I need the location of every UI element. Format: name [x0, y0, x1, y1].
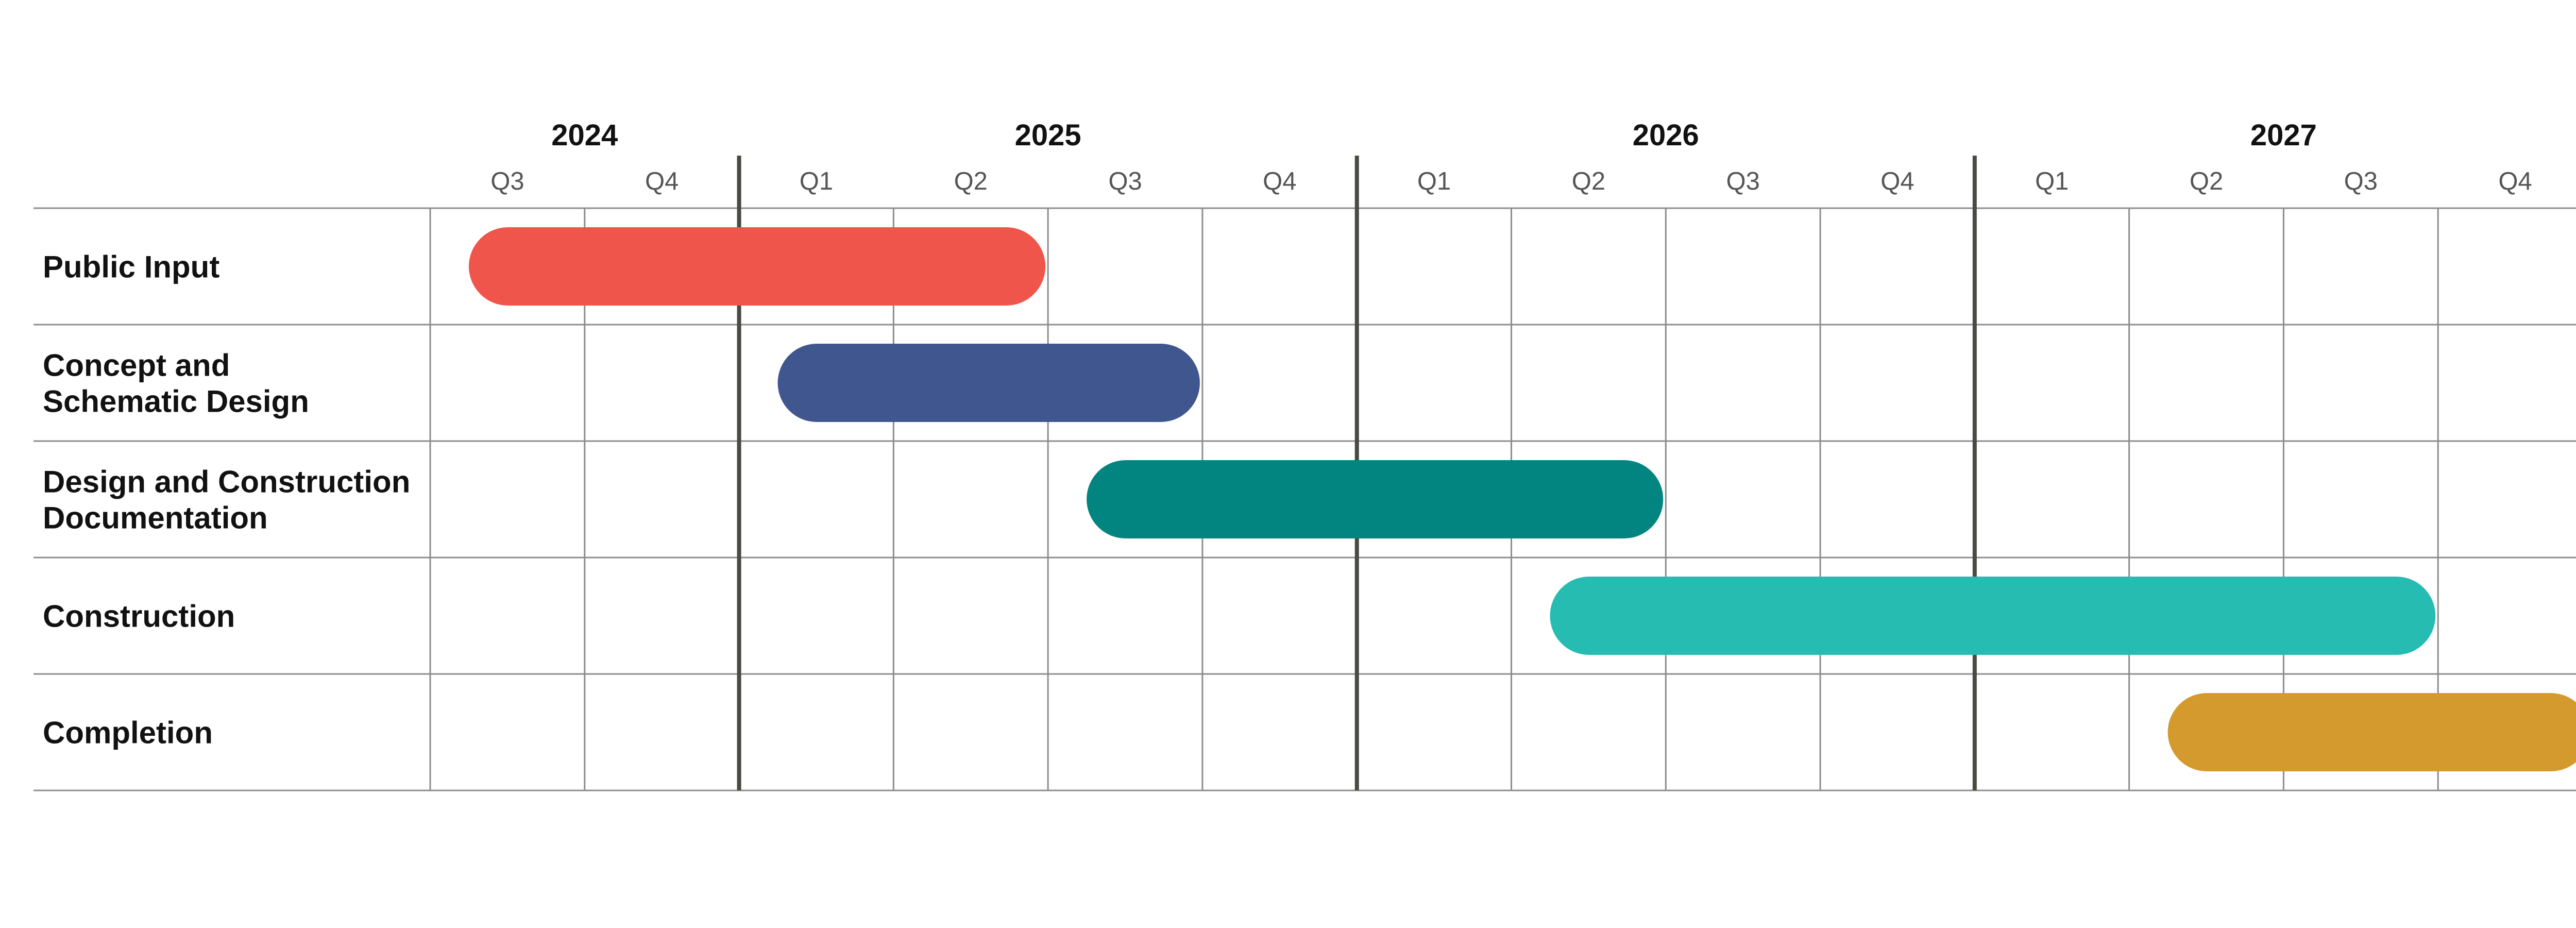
- year-label: 2026: [1633, 119, 1699, 152]
- task-bars: [468, 227, 2576, 771]
- task-bar: [1087, 460, 1664, 538]
- year-label: 2024: [551, 119, 618, 152]
- task-bar: [2167, 693, 2576, 771]
- task-bar: [468, 227, 1046, 306]
- quarter-label: Q1: [800, 167, 833, 195]
- task-label: Design and Construction Documentation: [43, 465, 410, 535]
- quarter-label: Q4: [1880, 167, 1914, 195]
- quarter-label: Q3: [2344, 167, 2378, 195]
- quarter-label: Q2: [954, 167, 988, 195]
- year-label: 2027: [2250, 119, 2317, 152]
- task-bar: [777, 344, 1200, 422]
- task-bar: [1550, 577, 2436, 655]
- quarter-label: Q1: [1417, 167, 1451, 195]
- quarter-axis: Q3 Q4 Q1 Q2 Q3 Q4 Q1 Q2 Q3 Q4 Q1 Q2 Q3 Q4: [490, 167, 2532, 195]
- quarter-label: Q2: [2190, 167, 2223, 195]
- task-labels: Public Input Concept and Schematic Design D…: [43, 250, 410, 750]
- quarter-label: Q4: [1263, 167, 1296, 195]
- task-label: Completion: [43, 716, 213, 750]
- task-label: Concept and Schematic Design: [43, 348, 309, 419]
- task-label: Construction: [43, 599, 235, 634]
- year-axis: 2024 2025 2026 2027: [551, 119, 2317, 152]
- task-label: Public Input: [43, 250, 219, 284]
- quarter-label: Q1: [2035, 167, 2069, 195]
- quarter-label: Q4: [2498, 167, 2532, 195]
- quarter-label: Q3: [1726, 167, 1759, 195]
- quarter-label: Q2: [1572, 167, 1605, 195]
- quarter-label: Q3: [490, 167, 524, 195]
- quarter-label: Q4: [645, 167, 679, 195]
- quarter-label: Q3: [1108, 167, 1142, 195]
- year-label: 2025: [1015, 119, 1081, 152]
